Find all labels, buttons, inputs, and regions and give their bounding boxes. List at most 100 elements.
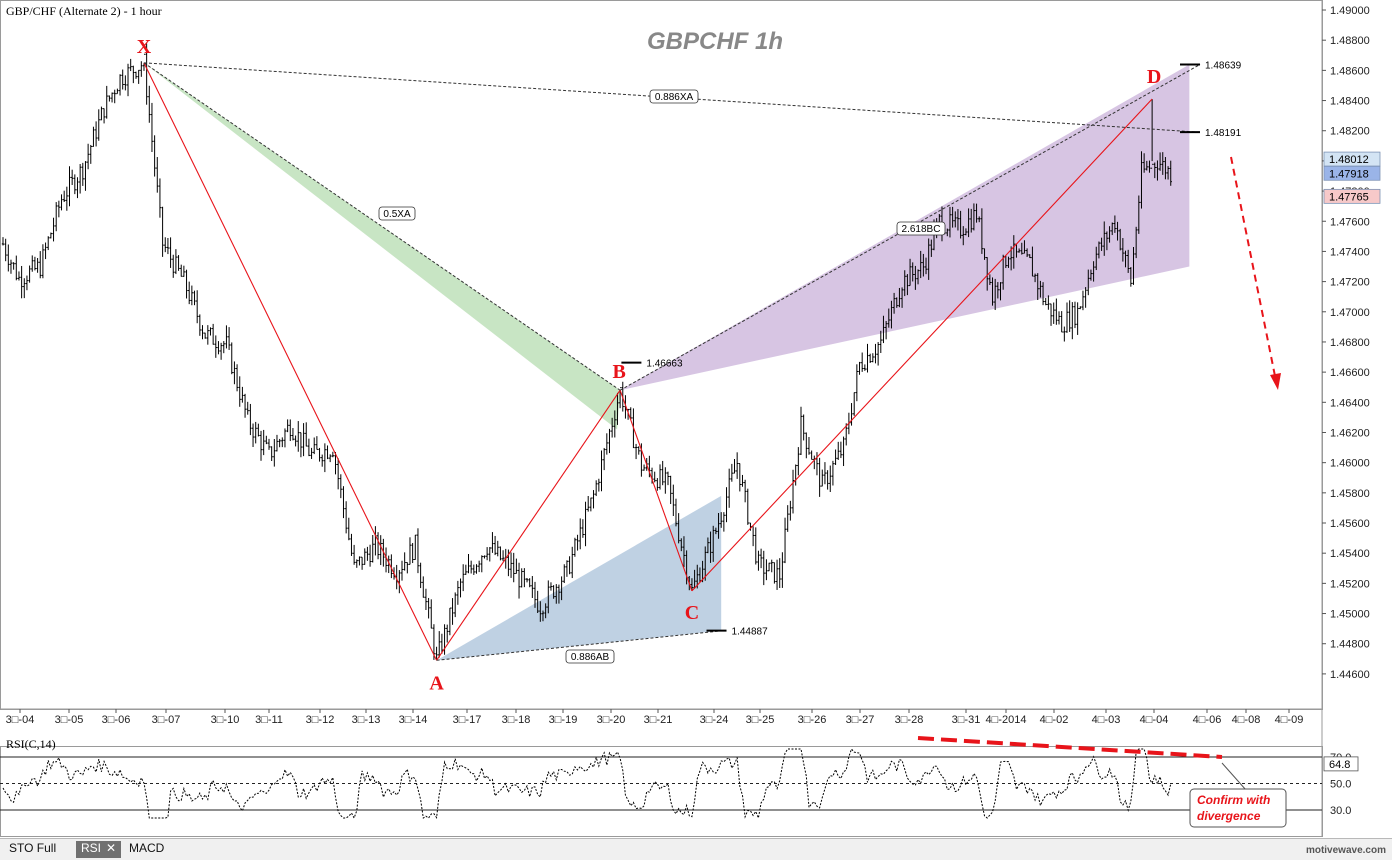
tab-rsi[interactable]: RSI ✕ [76, 841, 122, 858]
price-bar [1095, 246, 1098, 271]
price-bar [9, 259, 13, 274]
price-bar [980, 208, 984, 254]
price-bar [725, 487, 728, 523]
price-bar [214, 335, 217, 358]
price-bar [1124, 250, 1127, 268]
price-bar [613, 410, 616, 438]
price-bar [339, 474, 343, 499]
price-bar [818, 457, 821, 497]
price-bar [477, 560, 481, 573]
tab-sto-full[interactable]: STO Full [4, 841, 61, 858]
price-bar [472, 564, 476, 575]
price-bar [789, 500, 792, 521]
price-bar [164, 237, 167, 253]
tab-macd[interactable]: MACD [124, 841, 169, 858]
price-bar [821, 469, 824, 487]
price-bar [299, 432, 303, 458]
rsi-level-label: 50.0 [1330, 779, 1351, 791]
price-bar [368, 544, 372, 567]
price-bar [680, 538, 683, 552]
price-bar [634, 443, 638, 460]
x-tick-label: 3□-18 [502, 714, 531, 726]
price-bar [23, 278, 26, 299]
price-bar [485, 547, 489, 561]
price-bar [270, 446, 273, 462]
price-bar [1119, 228, 1122, 251]
price-bar [105, 85, 108, 119]
level-label: 1.48191 [1205, 128, 1242, 139]
price-bar [845, 423, 848, 446]
price-bar [294, 435, 297, 447]
pattern-leg-a-b [436, 389, 621, 661]
price-bar [850, 403, 853, 426]
price-bar [81, 162, 84, 186]
price-bar [616, 392, 619, 425]
x-tick-label: 3□-24 [700, 714, 729, 726]
abc-zone-blue [436, 495, 722, 661]
price-bar [991, 277, 994, 306]
price-bar [438, 631, 441, 658]
price-bar [970, 208, 973, 233]
price-bar [1049, 303, 1053, 326]
y-tick-label: 1.46400 [1330, 397, 1370, 409]
price-bar [954, 211, 957, 228]
price-bar [988, 274, 992, 286]
y-tick-label: 1.48200 [1330, 126, 1370, 138]
x-tick-label: 3□-25 [746, 714, 775, 726]
price-bar [190, 285, 194, 306]
callout-pointer [1221, 762, 1247, 791]
price-bar [924, 257, 928, 275]
y-tick-label: 1.44600 [1330, 669, 1370, 681]
price-bar [1012, 235, 1015, 269]
price-bar [411, 542, 414, 564]
price-bar [895, 297, 898, 308]
price-bar [211, 323, 215, 345]
price-bar [68, 166, 71, 207]
y-tick-label: 1.48400 [1330, 96, 1370, 108]
x-tick-label: 4□-03 [1092, 714, 1121, 726]
price-bar [978, 216, 981, 223]
price-bar [837, 441, 840, 460]
price-bar [666, 471, 670, 486]
price-bar [1113, 215, 1117, 233]
price-bar [741, 474, 744, 487]
price-bar [717, 513, 720, 539]
price-bar [597, 478, 601, 492]
ratio-badge-box [649, 89, 699, 104]
price-bar [185, 269, 188, 299]
price-bar [403, 552, 406, 571]
price-bar [182, 265, 186, 277]
price-bar [730, 463, 734, 482]
close-icon[interactable]: ✕ [106, 841, 117, 855]
price-bar [874, 343, 877, 364]
price-bar [653, 471, 656, 483]
level-label: 1.48639 [1205, 60, 1242, 71]
price-bar [448, 607, 452, 636]
price-bar [1156, 160, 1159, 181]
price-bar [1, 237, 5, 246]
price-bar [41, 244, 45, 279]
x-tick-label: 3□-13 [352, 714, 381, 726]
y-tick-label: 1.48800 [1330, 35, 1370, 47]
price-bar [262, 429, 265, 456]
price-bar [414, 534, 417, 560]
price-bar [257, 423, 260, 437]
price-bar [422, 576, 425, 598]
price-bar [1079, 306, 1082, 310]
price-bar [557, 584, 561, 604]
price-bar [36, 258, 39, 273]
pivot-label-b: B [612, 361, 625, 383]
x-tick-label: 3□-27 [846, 714, 875, 726]
price-bar [536, 590, 539, 614]
price-bar [172, 254, 175, 278]
price-bar [658, 464, 662, 490]
price-bar [1039, 280, 1042, 298]
price-bar [1081, 290, 1085, 311]
price-bar [315, 436, 319, 450]
x-tick-label: 3□-17 [453, 714, 482, 726]
price-bar [166, 237, 170, 255]
price-bar [722, 512, 726, 532]
price-bar [528, 578, 531, 588]
ratio-line-xa-05 [143, 62, 621, 391]
